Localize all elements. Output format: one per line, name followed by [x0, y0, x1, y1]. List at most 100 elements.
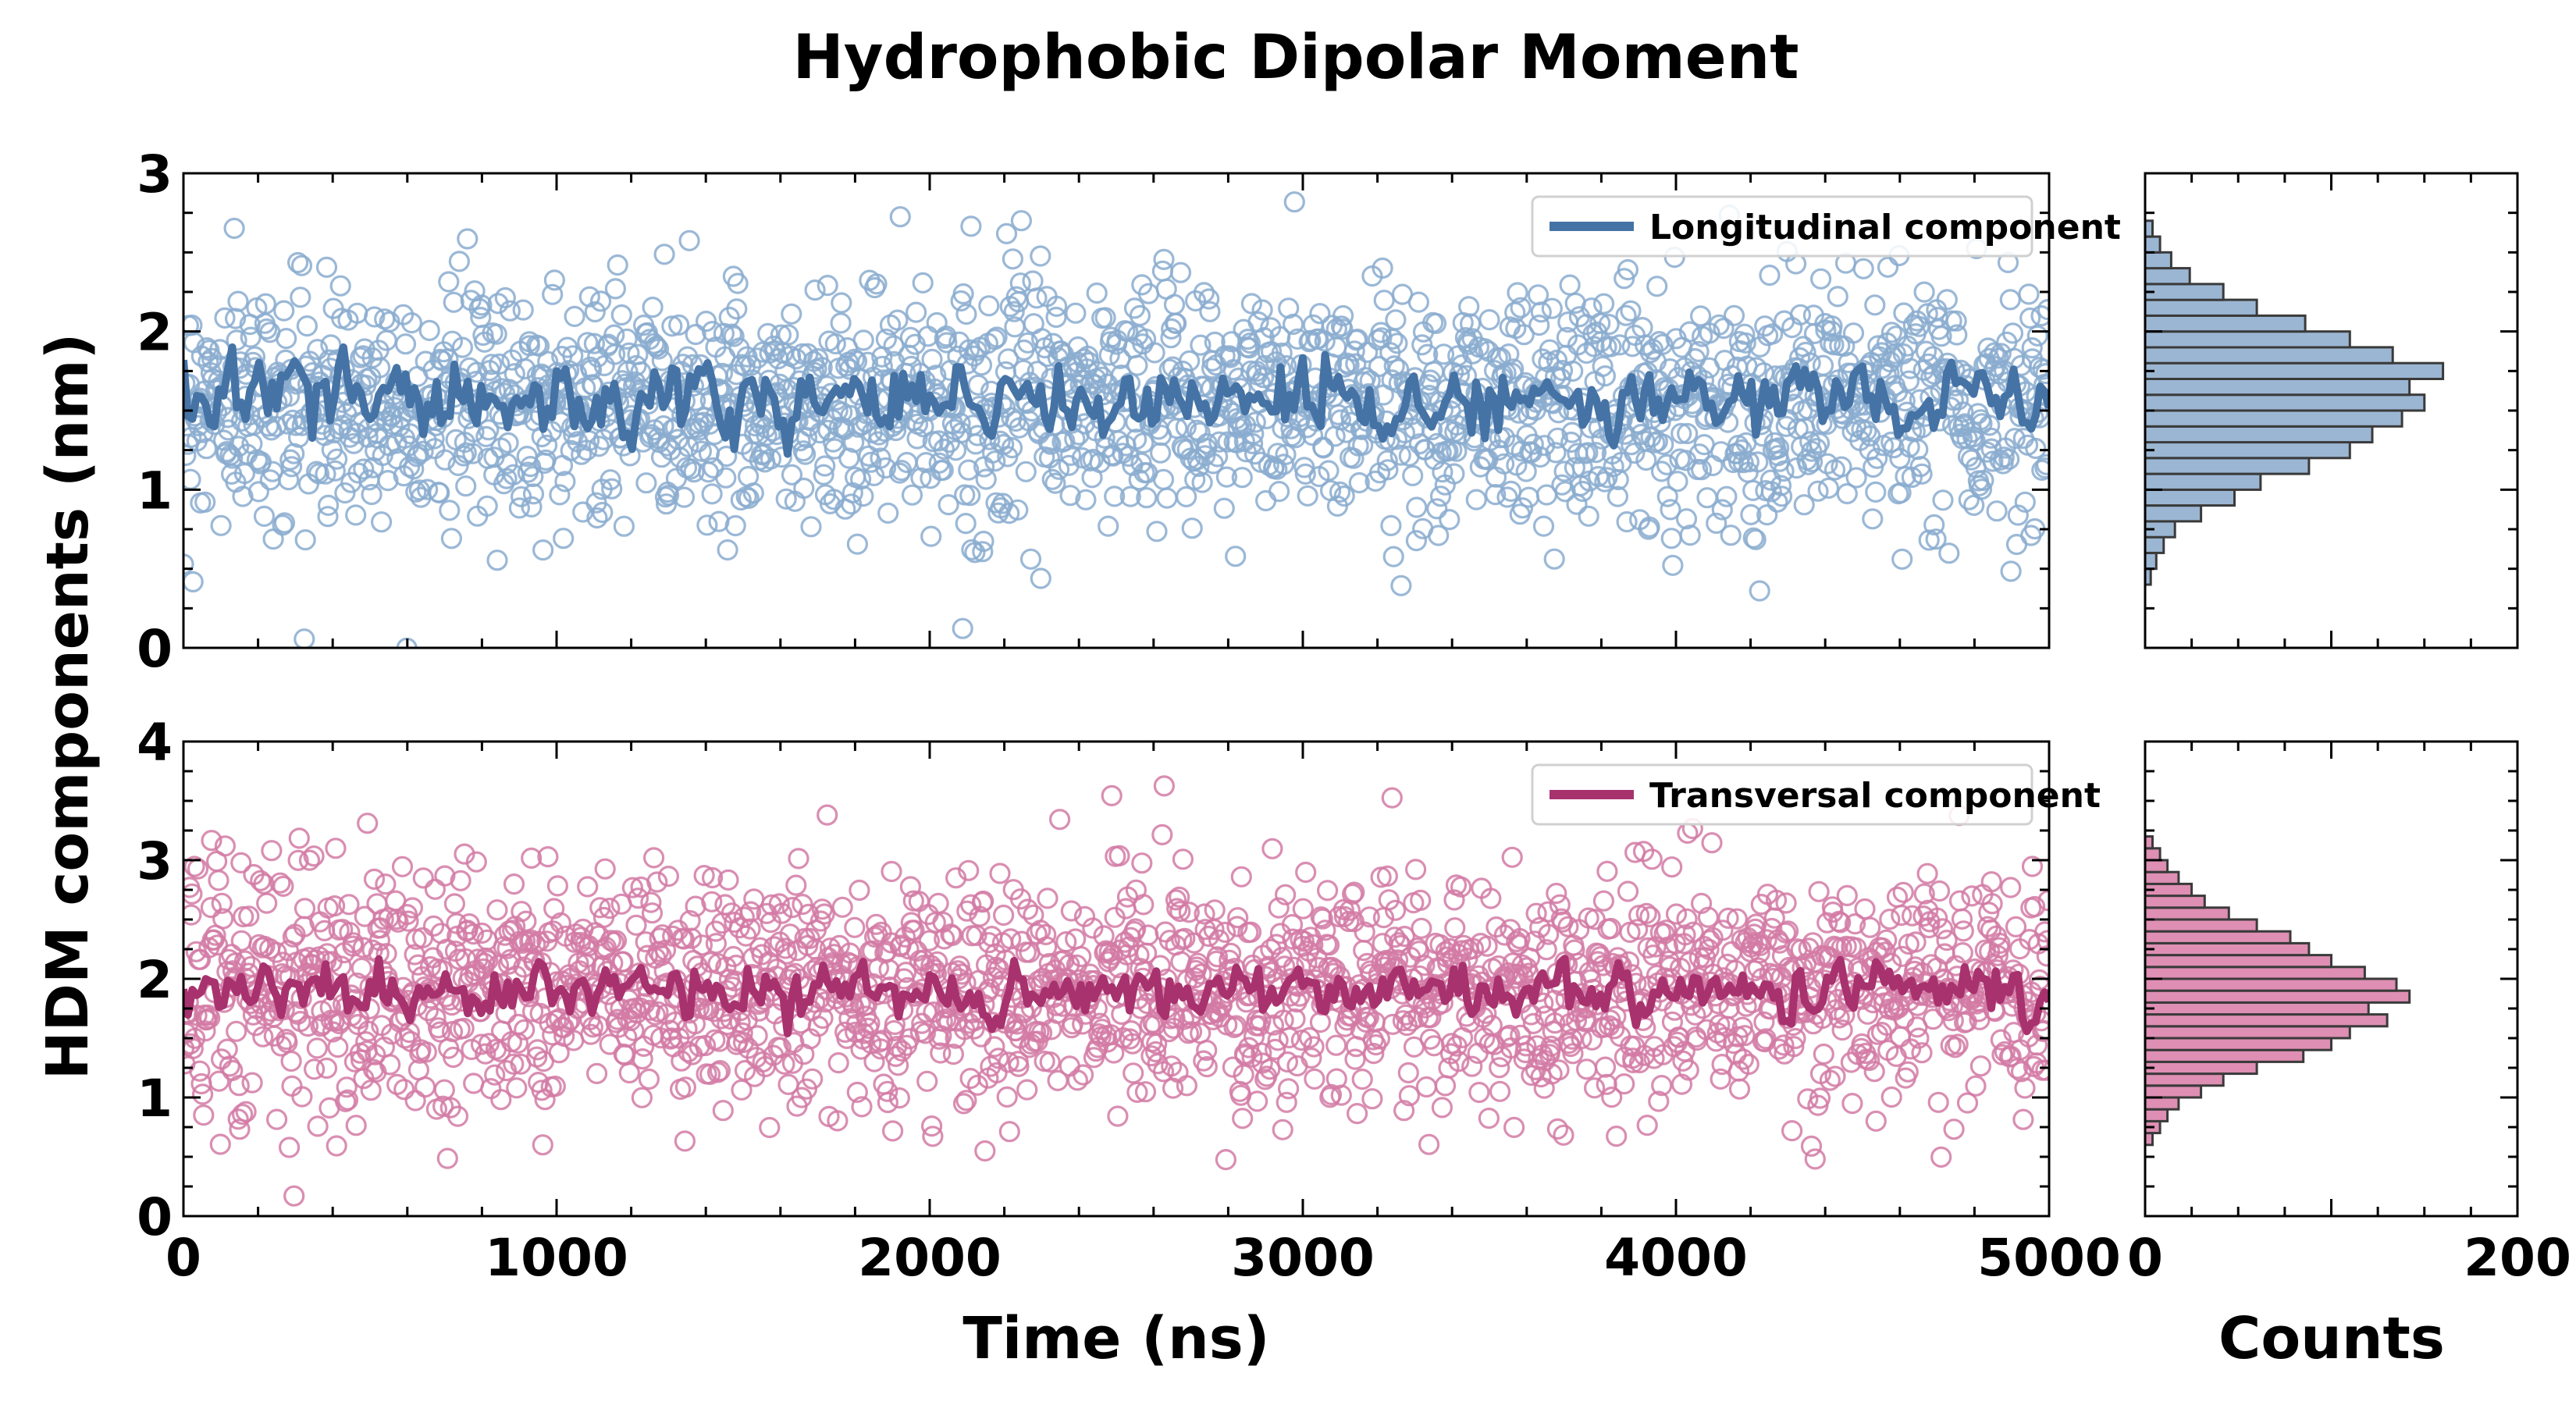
- longitudinal-scatter-point: [920, 525, 942, 547]
- transversal-scatter-point: [673, 928, 695, 950]
- longitudinal-scatter-point: [2025, 437, 2047, 460]
- longitudinal-scatter-point: [727, 272, 749, 294]
- transversal-scatter-point: [1264, 1038, 1286, 1061]
- transversal-scatter-point: [199, 1007, 221, 1029]
- transversal-scatter-point: [817, 804, 838, 826]
- longitudinal-scatter-point: [1215, 466, 1238, 488]
- longitudinal-scatter-point: [273, 512, 296, 534]
- longitudinal-scatter-point: [607, 254, 628, 276]
- transversal-histogram-panel: 0 200: [2127, 740, 2571, 1288]
- transversal-scatter-point: [436, 1147, 458, 1169]
- transversal-hist-bar: [2144, 1060, 2258, 1076]
- transversal-scatter-point: [401, 897, 424, 919]
- transversal-scatter-point: [1176, 1075, 1198, 1097]
- transversal-scatter-point: [338, 894, 360, 916]
- longitudinal-scatter-point: [1938, 542, 1960, 564]
- longitudinal-scatter-point: [1617, 259, 1638, 281]
- longitudinal-time-series-panel: 0 1 2 3 Longitudinal component: [137, 144, 2121, 679]
- longitudinal-scatter-point: [1545, 442, 1567, 464]
- longitudinal-scatter-point: [655, 493, 678, 515]
- transversal-scatter-point: [2035, 1059, 2049, 1081]
- longitudinal-scatter-point: [1909, 456, 1931, 478]
- longitudinal-scatter-point: [326, 448, 348, 470]
- longitudinal-y-tick-label: 2: [137, 303, 173, 363]
- transversal-scatter-point: [640, 891, 662, 913]
- longitudinal-scatter-point: [2034, 457, 2049, 479]
- transversal-scatter-point: [844, 916, 866, 938]
- transversal-hist-bar: [2144, 1108, 2169, 1122]
- transversal-scatter-point: [1414, 955, 1436, 976]
- transversal-scatter-point: [1886, 886, 1909, 909]
- longitudinal-scatter-point: [440, 528, 463, 550]
- longitudinal-scatter-point: [1001, 436, 1023, 459]
- transversal-scatter-point: [1453, 934, 1475, 956]
- longitudinal-scatter-point: [1749, 580, 1770, 602]
- longitudinal-scatter-point: [1267, 443, 1289, 464]
- longitudinal-scatter-point: [1747, 451, 1769, 473]
- longitudinal-scatter-point: [625, 354, 647, 377]
- transversal-scatter-point: [336, 1089, 359, 1111]
- longitudinal-scatter-point: [949, 412, 971, 434]
- transversal-scatter-point: [603, 931, 625, 953]
- longitudinal-scatter-point: [1880, 322, 1902, 343]
- longitudinal-scatter-point: [1196, 432, 1219, 455]
- longitudinal-scatter-point: [1272, 454, 1295, 475]
- longitudinal-scatter-point: [1241, 432, 1264, 455]
- transversal-hist-x-tick-label: 0: [2127, 1228, 2163, 1288]
- transversal-scatter-point: [1641, 848, 1663, 870]
- transversal-scatter-point: [849, 879, 870, 902]
- transversal-scatter-point: [1635, 902, 1657, 925]
- transversal-scatter-point: [324, 895, 346, 917]
- transversal-scatter-point: [1277, 1078, 1300, 1100]
- longitudinal-scatter-point: [1577, 442, 1599, 464]
- transversal-scatter-point: [625, 914, 647, 936]
- transversal-scatter-point: [940, 923, 962, 945]
- transversal-scatter-point: [298, 849, 321, 871]
- longitudinal-hist-bar: [2144, 378, 2411, 397]
- transversal-scatter-point: [415, 1041, 437, 1063]
- longitudinal-scatter-point: [1003, 301, 1025, 322]
- transversal-scatter-point: [511, 901, 532, 923]
- transversal-scatter-point: [193, 1104, 215, 1126]
- transversal-scatter-point: [831, 896, 853, 918]
- transversal-scatter-point: [1222, 1056, 1244, 1078]
- transversal-scatter-point: [1295, 861, 1317, 884]
- longitudinal-scatter-point: [1254, 489, 1277, 512]
- longitudinal-scatter-point: [1968, 475, 1991, 497]
- transversal-scatter-point: [1717, 907, 1739, 930]
- transversal-scatter-point: [375, 943, 397, 965]
- longitudinal-scatter-point: [1336, 352, 1358, 374]
- transversal-scatter-point: [1965, 1075, 1987, 1097]
- longitudinal-scatter-point: [1899, 357, 1921, 379]
- longitudinal-scatter-point: [1146, 521, 1168, 542]
- longitudinal-scatter-point: [1708, 314, 1730, 336]
- transversal-y-tick-label: 0: [137, 1187, 173, 1247]
- transversal-scatter-point: [225, 952, 247, 974]
- longitudinal-scatter-point: [1635, 449, 1657, 471]
- transversal-scatter-point: [1443, 889, 1465, 911]
- transversal-scatter-point: [327, 1036, 349, 1058]
- longitudinal-scatter-point: [1616, 510, 1638, 533]
- longitudinal-scatter-point: [1086, 282, 1108, 304]
- longitudinal-legend-label: Longitudinal component: [1649, 208, 2121, 247]
- transversal-scatter-point: [1783, 1036, 1805, 1058]
- longitudinal-scatter-point: [276, 328, 297, 350]
- transversal-scatter-point: [1943, 1119, 1965, 1140]
- longitudinal-scatter-point: [429, 482, 450, 504]
- longitudinal-scatter-point: [884, 419, 907, 442]
- transversal-scatter-point: [1813, 1043, 1834, 1065]
- longitudinal-scatter-point: [1332, 318, 1354, 340]
- transversal-scatter-point: [1824, 1065, 1846, 1087]
- transversal-scatter-point: [1931, 918, 1954, 940]
- transversal-scatter-point: [363, 868, 386, 891]
- transversal-scatter-point: [1891, 945, 1913, 967]
- transversal-scatter-point: [1006, 1013, 1028, 1035]
- longitudinal-scatter-point: [951, 422, 973, 444]
- transversal-scatter-point: [1300, 1047, 1322, 1069]
- transversal-scatter-point: [1196, 1039, 1218, 1062]
- longitudinal-scatter-point: [1817, 477, 1840, 500]
- longitudinal-scatter-point: [1451, 354, 1473, 376]
- longitudinal-scatter-point: [673, 486, 696, 508]
- transversal-scatter-point: [1520, 1004, 1542, 1026]
- transversal-scatter-point: [1302, 934, 1324, 955]
